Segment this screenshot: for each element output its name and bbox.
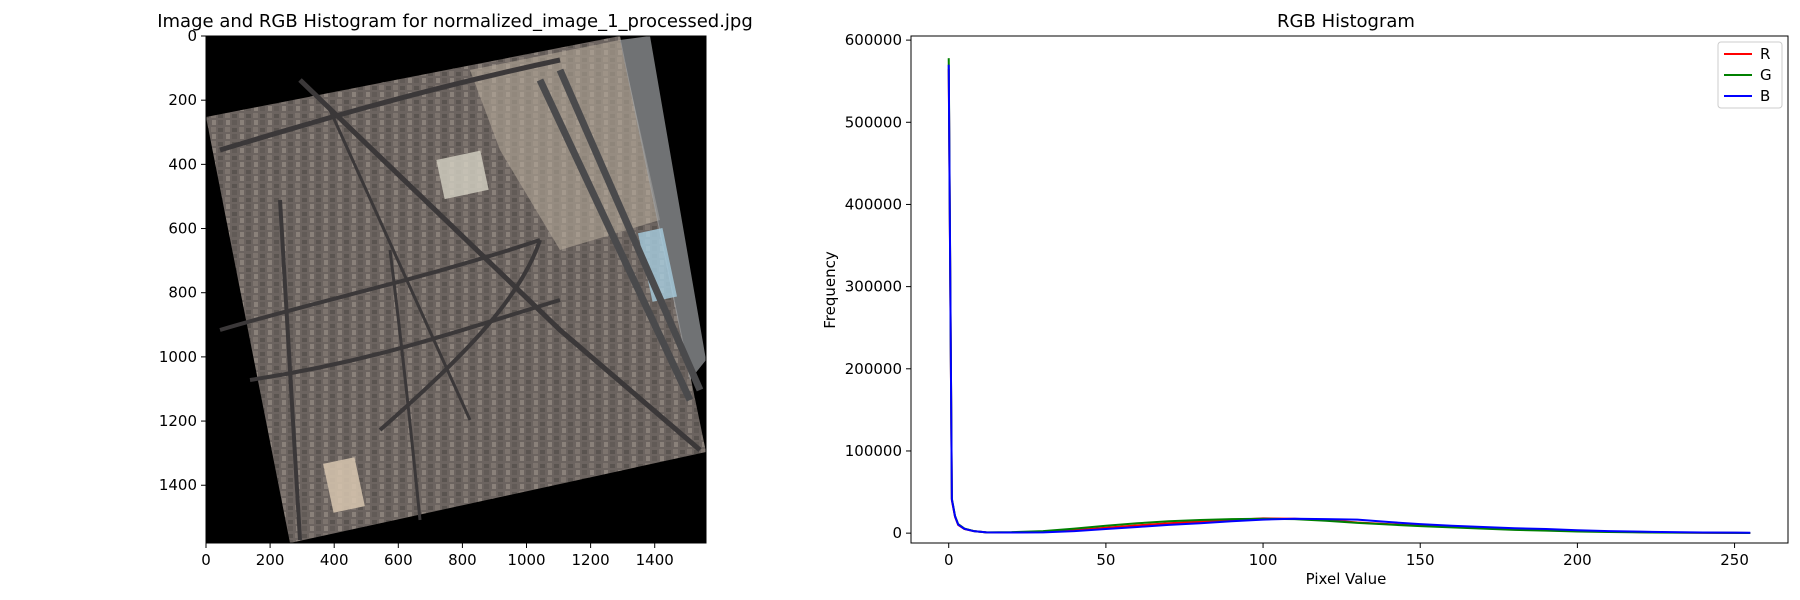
image-area (205, 35, 707, 544)
histogram-axes-frame (910, 35, 1789, 544)
histogram-x-ticks: 0 50 100 150 200 250 (944, 543, 1749, 569)
image-y-tick-label: 400 (168, 155, 197, 173)
legend-label-r: R (1760, 45, 1770, 63)
histogram-x-tick-label: 150 (1406, 551, 1435, 569)
histogram-series-line-r (947, 68, 1751, 534)
image-x-tick-label: 400 (320, 551, 349, 569)
aerial-runway-area (620, 36, 706, 380)
image-y-tick-label: 800 (168, 284, 197, 302)
histogram-panel: RGB Histogram 0 50 100 150 200 250 0 100000 200… (821, 11, 1789, 588)
aerial-plaza-patch (436, 150, 489, 200)
histogram-y-tick-label: 400000 (845, 195, 902, 213)
image-x-tick-label: 1000 (507, 551, 545, 569)
image-panel-title: Image and RGB Histogram for normalized_i… (157, 11, 753, 32)
image-axes-frame (205, 35, 707, 544)
aerial-road (298, 78, 702, 452)
aerial-road (278, 199, 302, 541)
histogram-series-lines (947, 58, 1751, 535)
image-y-tick-label: 200 (168, 91, 197, 109)
aerial-road (388, 249, 422, 521)
histogram-x-tick-label: 100 (1249, 551, 1278, 569)
histogram-series-line-b (947, 64, 1751, 534)
histogram-y-tick-label: 600000 (845, 31, 902, 49)
image-x-tick-label: 1200 (572, 551, 610, 569)
aerial-road (249, 298, 561, 382)
histogram-y-tick-label: 500000 (845, 113, 902, 131)
legend-label-b: B (1760, 87, 1770, 105)
histogram-y-ticks: 0 100000 200000 300000 400000 500000 600000 (845, 31, 911, 542)
image-y-tick-label: 0 (187, 27, 197, 45)
aerial-road (328, 109, 472, 421)
aerial-road (536, 78, 694, 402)
aerial-water-patch (637, 228, 677, 302)
image-y-tick-label: 1400 (159, 476, 197, 494)
image-y-tick-label: 1200 (159, 412, 197, 430)
histogram-x-tick-label: 250 (1720, 551, 1749, 569)
histogram-series-line-g (947, 58, 1751, 535)
aerial-road (219, 57, 561, 153)
histogram-title: RGB Histogram (1277, 11, 1415, 32)
image-x-tick-label: 600 (384, 551, 413, 569)
image-x-tick-label: 1400 (636, 551, 674, 569)
image-x-tick-label: 200 (256, 551, 285, 569)
histogram-y-tick-label: 0 (892, 524, 902, 542)
histogram-y-tick-label: 100000 (845, 442, 902, 460)
histogram-x-tick-label: 0 (944, 551, 954, 569)
aerial-road (219, 238, 541, 332)
image-x-tick-label: 800 (448, 551, 477, 569)
image-x-ticks: 0 200 400 600 800 1000 1200 1400 (201, 543, 674, 569)
histogram-y-tick-label: 200000 (845, 360, 902, 378)
histogram-legend: RGB (1717, 41, 1783, 109)
image-y-tick-label: 1000 (159, 348, 197, 366)
histogram-y-tick-label: 300000 (845, 278, 902, 296)
legend-label-g: G (1760, 66, 1772, 84)
histogram-x-axis-label: Pixel Value (1306, 570, 1387, 588)
aerial-sand-patch (323, 457, 365, 513)
image-panel: Image and RGB Histogram for normalized_i… (157, 11, 753, 569)
aerial-satellite-image (206, 36, 706, 543)
image-x-tick-label: 0 (201, 551, 211, 569)
histogram-x-tick-label: 200 (1563, 551, 1592, 569)
histogram-y-axis-label: Frequency (821, 251, 839, 329)
image-y-ticks: 0 200 400 600 800 1000 1200 1400 (159, 27, 206, 494)
aerial-road (556, 68, 704, 392)
histogram-x-tick-label: 50 (1096, 551, 1115, 569)
image-y-tick-label: 600 (168, 220, 197, 238)
